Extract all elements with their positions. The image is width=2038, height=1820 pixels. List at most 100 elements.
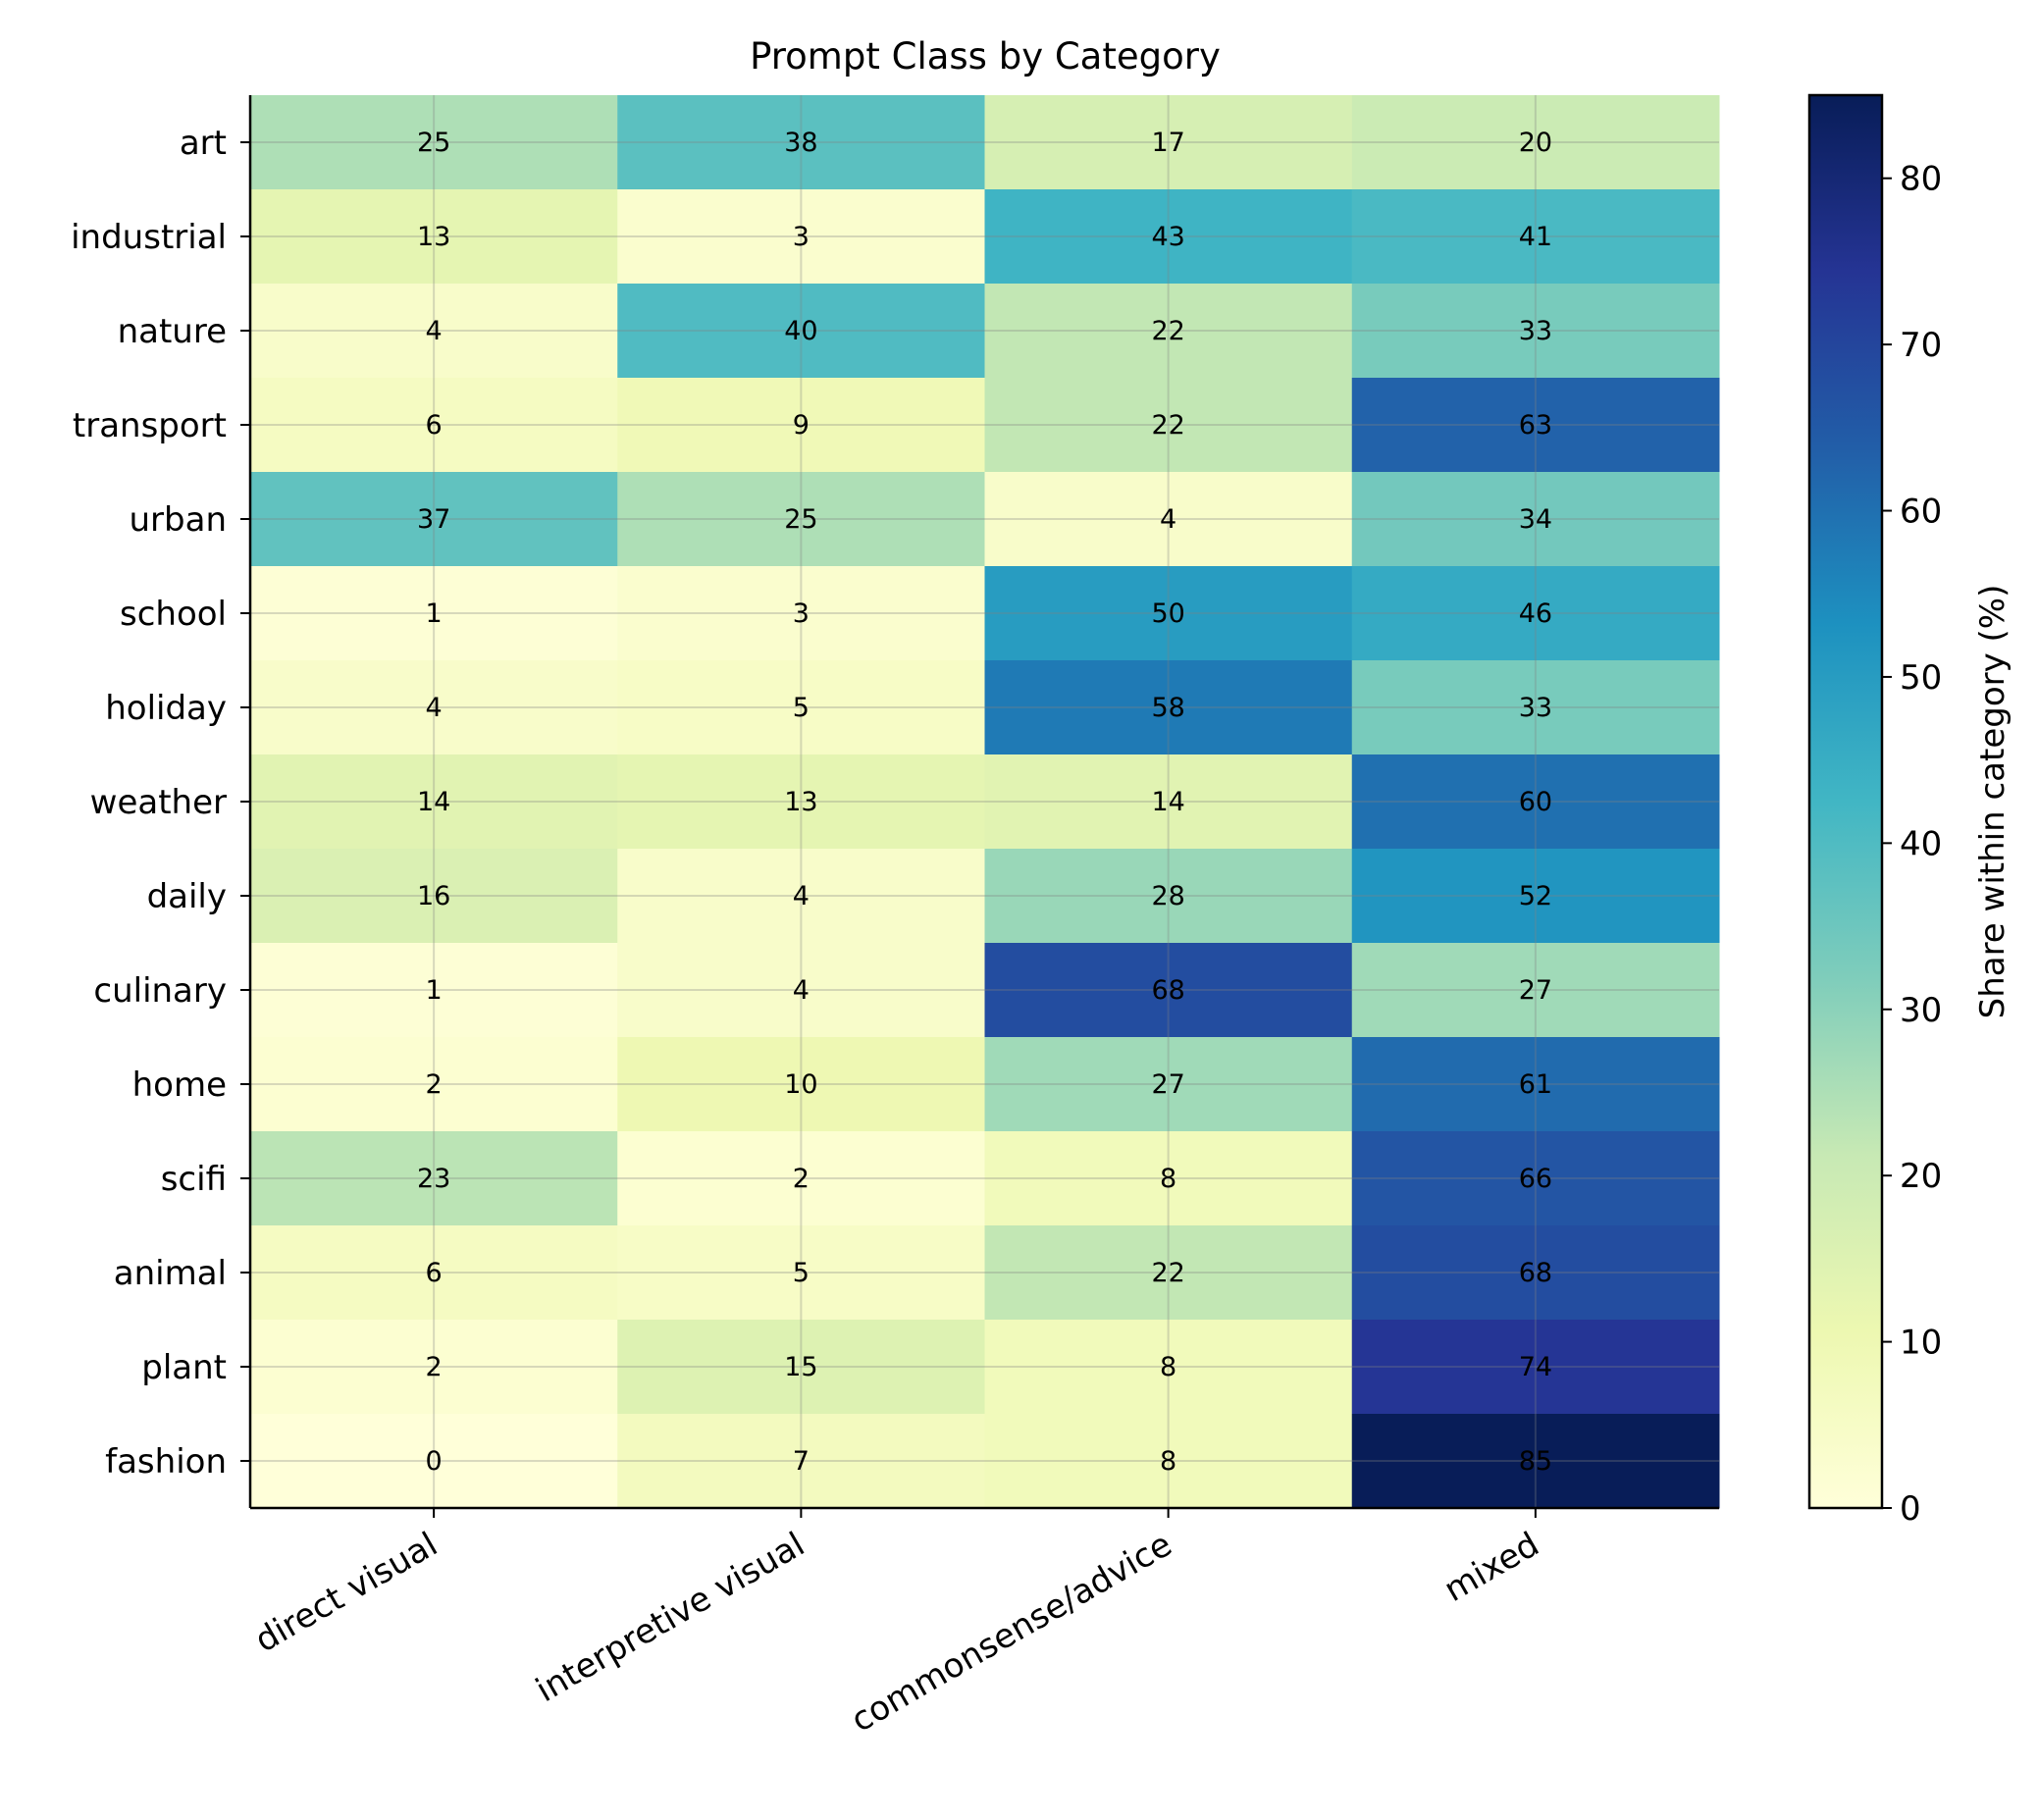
heatmap-cell [250, 943, 618, 1038]
heatmap-cell [1351, 189, 1720, 285]
heatmap-cell [984, 566, 1353, 661]
cell-value-label: 63 [1519, 410, 1552, 441]
colorbar-gradient [1807, 93, 1884, 1510]
heatmap-cell [250, 1225, 618, 1321]
heatmap-cell [250, 1320, 618, 1415]
cell-value-label: 22 [1151, 316, 1184, 346]
heatmap-cell [250, 566, 618, 661]
cell-value-label: 22 [1151, 1258, 1184, 1288]
cell-value-label: 14 [1151, 787, 1184, 817]
cell-value-label: 33 [1519, 693, 1552, 723]
heatmap-cell [250, 378, 618, 473]
cell-value-label: 41 [1519, 222, 1552, 252]
colorbar-tick-label: 60 [1900, 493, 1942, 532]
heatmap-cell [984, 378, 1353, 473]
x-tick-label: interpretive visual [530, 1525, 811, 1710]
heatmap-cell [984, 1320, 1353, 1415]
cell-value-label: 25 [784, 504, 817, 535]
heatmap-cell [1351, 1131, 1720, 1226]
cell-value-label: 10 [784, 1069, 817, 1100]
y-tick-label: plant [141, 1348, 227, 1387]
heatmap-cell [1351, 943, 1720, 1038]
colorbar-tick-label: 50 [1900, 658, 1942, 698]
colorbar-tick-label: 40 [1900, 824, 1942, 863]
heatmap-cell [984, 1131, 1353, 1226]
cell-value-label: 4 [793, 975, 810, 1006]
cell-value-label: 2 [426, 1352, 443, 1382]
cell-value-label: 50 [1151, 598, 1184, 629]
heatmap-cell [617, 849, 985, 944]
heatmap-cell [1351, 1225, 1720, 1321]
cell-value-label: 40 [784, 316, 817, 346]
cell-value-label: 60 [1519, 787, 1552, 817]
heatmap-cell [250, 1131, 618, 1226]
cell-value-label: 2 [793, 1164, 810, 1194]
cell-value-label: 9 [793, 410, 810, 441]
cell-value-label: 68 [1519, 1258, 1552, 1288]
cell-value-label: 15 [784, 1352, 817, 1382]
colorbar: 0 10 20 30 40 50 60 70 80 Share within category (… [1807, 93, 2012, 1529]
heatmap-cell [1351, 1320, 1720, 1415]
cell-value-label: 3 [793, 598, 810, 629]
heatmap-cell [1351, 378, 1720, 473]
cell-value-label: 0 [426, 1446, 443, 1477]
heatmap-cell [250, 849, 618, 944]
colorbar-label: Share within category (%) [1973, 585, 2012, 1019]
heatmap-cell [617, 95, 985, 190]
heatmap-cell [984, 284, 1353, 379]
heatmap-cell [1351, 849, 1720, 944]
y-tick-label: holiday [105, 689, 227, 728]
cell-value-label: 38 [784, 128, 817, 158]
colorbar-tick-label: 10 [1900, 1324, 1942, 1363]
cell-value-label: 68 [1151, 975, 1184, 1006]
cell-value-label: 1 [426, 975, 443, 1006]
heatmap-cell [617, 284, 985, 379]
heatmap-cell [984, 1225, 1353, 1321]
cell-value-label: 6 [426, 1258, 443, 1288]
colorbar-tick-label: 70 [1900, 326, 1942, 365]
heatmap-cell [984, 849, 1353, 944]
heatmap-cell [1351, 284, 1720, 379]
cell-value-label: 23 [417, 1164, 450, 1194]
heatmap-cell [1351, 660, 1720, 755]
cell-value-label: 4 [793, 881, 810, 911]
colorbar-tick-label: 30 [1900, 991, 1942, 1030]
cell-value-label: 28 [1151, 881, 1184, 911]
y-tick-label: daily [147, 877, 227, 916]
heatmap-cell [250, 1037, 618, 1132]
y-tick-label: industrial [71, 218, 227, 257]
cell-value-label: 74 [1519, 1352, 1552, 1382]
cell-value-label: 2 [426, 1069, 443, 1100]
cell-value-label: 5 [793, 693, 810, 723]
heatmap-cells [250, 95, 1720, 1509]
x-tick-label: commonsense/advice [845, 1525, 1178, 1741]
heatmap-cell [984, 472, 1353, 567]
colorbar-tick-label: 80 [1900, 160, 1942, 199]
y-tick-label: art [180, 124, 227, 163]
cell-value-label: 25 [417, 128, 450, 158]
heatmap-cell [617, 943, 985, 1038]
cell-value-label: 8 [1160, 1446, 1176, 1477]
x-tick-label: mixed [1437, 1525, 1545, 1610]
grid-lines [250, 95, 1719, 1508]
heatmap-cell [617, 1131, 985, 1226]
y-tick-label: fashion [105, 1442, 227, 1482]
heatmap-cell [984, 189, 1353, 285]
heatmap-cell [250, 754, 618, 850]
heatmap-cell [984, 1037, 1353, 1132]
heatmap-cell [984, 754, 1353, 850]
heatmap-cell [1351, 1414, 1720, 1509]
cell-value-label: 8 [1160, 1352, 1176, 1382]
heatmap-cell [1351, 754, 1720, 850]
cell-value-label: 20 [1519, 128, 1552, 158]
cell-value-label: 5 [793, 1258, 810, 1288]
cell-value-label: 14 [417, 787, 450, 817]
chart-title: Prompt Class by Category [750, 35, 1221, 78]
y-tick-label: transport [73, 406, 227, 445]
cell-value-label: 13 [784, 787, 817, 817]
heatmap-cell [617, 566, 985, 661]
cell-value-label: 46 [1519, 598, 1552, 629]
